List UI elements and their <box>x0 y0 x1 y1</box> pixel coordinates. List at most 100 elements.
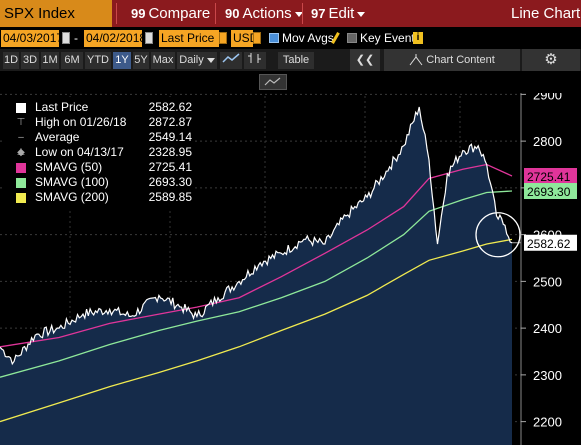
ticker-field[interactable]: SPX Index <box>0 0 112 27</box>
compare-label: Compare <box>148 5 211 22</box>
controls-row: 04/03/2017 - 04/02/2018 Last Price USD M… <box>0 27 581 49</box>
info-icon[interactable]: i <box>413 32 423 44</box>
settings-icon[interactable]: ⚙ <box>522 49 580 71</box>
y-tick-label: 2500 <box>533 274 562 289</box>
legend-value: 2549.14 <box>148 130 192 144</box>
legend-row-smavg-100: SMAVG (100) 2693.30 <box>4 175 195 190</box>
chart-content-label: Chart Content <box>426 54 495 66</box>
magenta-square-icon <box>16 163 26 173</box>
legend-label: Last Price <box>35 100 89 114</box>
price-area-fill <box>0 107 512 445</box>
y-axis: 22002300240025002600270028002900 <box>521 87 562 430</box>
edit-label: Edit <box>328 5 355 22</box>
line-chart-icon <box>264 77 281 86</box>
legend-label: Low on 04/13/17 <box>35 145 124 159</box>
chart-legend: Last Price 2582.62 ⊤ High on 01/26/18 28… <box>4 97 195 211</box>
title-divider <box>116 3 117 24</box>
chevron-down-icon <box>206 57 215 63</box>
value-tag-box <box>524 167 577 184</box>
compare-button[interactable]: 99 Compare <box>131 0 210 27</box>
legend-row-smavg-200: SMAVG (200) 2589.85 <box>4 190 195 205</box>
table-view-button[interactable]: Table <box>278 52 314 69</box>
mov-avgs-checkbox[interactable] <box>269 33 279 43</box>
chevron-down-icon <box>357 11 366 17</box>
low-marker-icon: ⊥ <box>16 147 26 158</box>
smavg-200-line <box>0 238 513 423</box>
calendar-icon[interactable] <box>62 32 70 44</box>
y-tick-label: 2200 <box>533 415 562 430</box>
key-events-label: Key Events <box>360 31 421 45</box>
legend-value: 2872.87 <box>148 115 192 129</box>
legend-value: 2582.62 <box>148 100 192 114</box>
toolbar-row: 1D 3D 1M 6M YTD 1Y 5Y Max Daily Table ❮❮… <box>0 49 581 71</box>
edit-menu[interactable]: 97 Edit <box>311 0 366 27</box>
title-bar: SPX Index 99 Compare 90 Actions 97 Edit Lin… <box>0 0 581 27</box>
period-6m-button[interactable]: 6M <box>61 52 83 69</box>
bar-chart-type-button[interactable] <box>244 52 266 69</box>
legend-row-smavg-50: SMAVG (50) 2725.41 <box>4 160 195 175</box>
value-tag-label: 2582.62 <box>527 237 571 251</box>
highlight-circle <box>475 212 521 258</box>
period-max-button[interactable]: Max <box>151 52 175 69</box>
start-date-input[interactable]: 04/03/2017 <box>1 30 59 47</box>
y-tick-label: 2800 <box>533 134 562 149</box>
legend-label: SMAVG (50) <box>35 160 103 174</box>
period-ytd-button[interactable]: YTD <box>85 52 111 69</box>
legend-value: 2328.95 <box>148 145 192 159</box>
period-1m-button[interactable]: 1M <box>41 52 59 69</box>
price-field-select[interactable]: Last Price <box>159 30 219 47</box>
end-date-input[interactable]: 04/02/2018 <box>84 30 142 47</box>
yellow-square-icon <box>16 193 26 203</box>
price-chart[interactable]: 22002300240025002600270028002900 2725.41… <box>0 71 581 445</box>
frequency-select[interactable]: Daily <box>177 52 217 69</box>
period-1d-button[interactable]: 1D <box>3 52 19 69</box>
legend-row-average: –◆ Average 2549.14 <box>4 130 195 158</box>
dropdown-arrow-icon[interactable] <box>253 32 261 44</box>
title-divider <box>215 3 216 24</box>
legend-row-last-price: Last Price 2582.62 <box>4 100 195 115</box>
compare-code: 99 <box>131 6 146 21</box>
line-chart-type-button[interactable] <box>220 52 242 69</box>
chart-tools-button[interactable] <box>259 74 287 90</box>
value-tag-box <box>524 183 577 200</box>
key-events-checkbox[interactable] <box>347 33 357 43</box>
legend-row-low: ⊥ Low on 04/13/17 2328.95 <box>4 145 195 160</box>
y-tick-label: 2300 <box>533 368 562 383</box>
chart-type-label: Line Chart <box>511 5 581 22</box>
actions-code: 90 <box>225 6 240 21</box>
value-tag-label: 2725.41 <box>527 170 571 184</box>
actions-label: Actions <box>242 5 292 22</box>
legend-label: High on 01/26/18 <box>35 115 127 129</box>
legend-label: Average <box>35 130 80 144</box>
actions-menu[interactable]: 90 Actions <box>225 0 303 27</box>
edit-code: 97 <box>311 6 326 21</box>
line-chart-icon <box>222 53 240 63</box>
legend-label: SMAVG (100) <box>35 175 109 189</box>
legend-label: SMAVG (200) <box>35 190 109 204</box>
value-tag-label: 2693.30 <box>527 185 571 199</box>
y-tick-label: 2400 <box>533 321 562 336</box>
mov-avgs-label: Mov Avgs <box>282 31 334 45</box>
period-1y-button[interactable]: 1Y <box>113 52 131 69</box>
average-marker-icon: –◆ <box>17 132 25 158</box>
dropdown-arrow-icon[interactable] <box>219 32 227 44</box>
currency-select[interactable]: USD <box>231 30 253 47</box>
white-square-icon <box>16 103 26 113</box>
chart-content-icon <box>409 54 423 66</box>
calendar-icon[interactable] <box>145 32 153 44</box>
period-3d-button[interactable]: 3D <box>21 52 39 69</box>
frequency-label: Daily <box>179 54 204 66</box>
legend-value: 2693.30 <box>148 175 192 189</box>
chart-content-button[interactable]: Chart Content <box>384 49 520 71</box>
legend-value: 2725.41 <box>148 160 192 174</box>
title-divider <box>302 3 303 24</box>
green-square-icon <box>16 178 26 188</box>
price-line <box>0 106 513 366</box>
ohlc-bar-icon <box>248 53 261 63</box>
date-separator: - <box>74 31 78 45</box>
chevron-down-icon <box>294 11 303 17</box>
collapse-button[interactable]: ❮❮ <box>350 49 380 71</box>
legend-value: 2589.85 <box>148 190 192 204</box>
period-5y-button[interactable]: 5Y <box>133 52 149 69</box>
